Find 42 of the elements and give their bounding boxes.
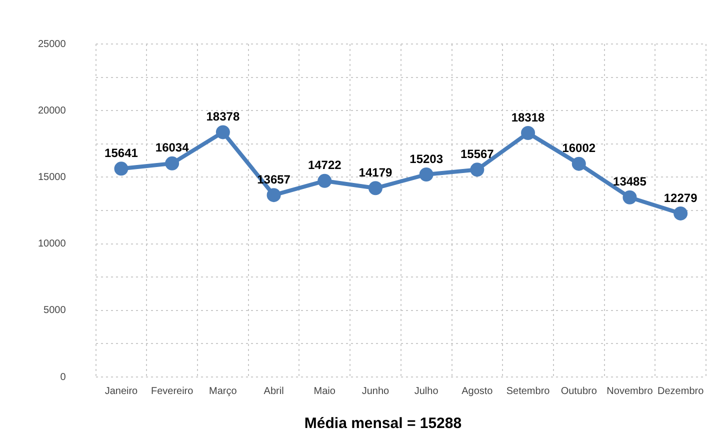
point	[266, 188, 281, 202]
point	[318, 174, 332, 188]
x-tick-label: Março	[209, 386, 238, 397]
data-label: 12279	[664, 190, 698, 205]
data-label: 18378	[206, 110, 240, 124]
point	[216, 125, 230, 140]
x-tick-label: Maio	[314, 386, 336, 397]
text: Média mensal = 15288	[303, 415, 463, 432]
data-label: 15567	[460, 146, 494, 161]
data-label: 16002	[562, 141, 596, 156]
x-tick-label: Abril	[264, 386, 284, 397]
data-label: 13485	[613, 174, 647, 189]
data-label: 15203	[410, 152, 444, 166]
point	[521, 126, 536, 140]
point	[368, 181, 382, 196]
x-tick-label: Junho	[362, 386, 390, 397]
point	[572, 156, 586, 171]
x-tick-label: Julho	[414, 386, 439, 397]
x-tick-label: Agosto	[462, 386, 494, 397]
y-tick-label: 0	[60, 372, 66, 383]
x-tick-label: Dezembro	[658, 386, 704, 397]
y-tick-label: 15000	[38, 172, 66, 183]
x-tick-label: Outubro	[560, 386, 598, 397]
x-tick-label: Janeiro	[104, 386, 138, 397]
x-tick-label: Fevereiro	[150, 386, 194, 397]
x-tick-label: Setembro	[506, 386, 550, 397]
data-label: 16034	[155, 140, 190, 155]
y-tick-label: 20000	[38, 105, 66, 116]
y-tick-label: 25000	[38, 38, 66, 50]
x-tick-label: Novembro	[606, 386, 654, 397]
point	[622, 190, 637, 204]
y-tick-label: 5000	[44, 305, 66, 316]
data-label: 18318	[511, 110, 546, 124]
data-label: 14179	[358, 165, 392, 180]
data-label: 14722	[308, 158, 342, 172]
point	[165, 156, 180, 170]
y-tick-label: 10000	[38, 238, 66, 250]
point	[674, 206, 688, 220]
point	[470, 162, 484, 177]
point	[419, 167, 434, 182]
point	[114, 162, 128, 176]
data-label: 15641	[104, 146, 138, 160]
